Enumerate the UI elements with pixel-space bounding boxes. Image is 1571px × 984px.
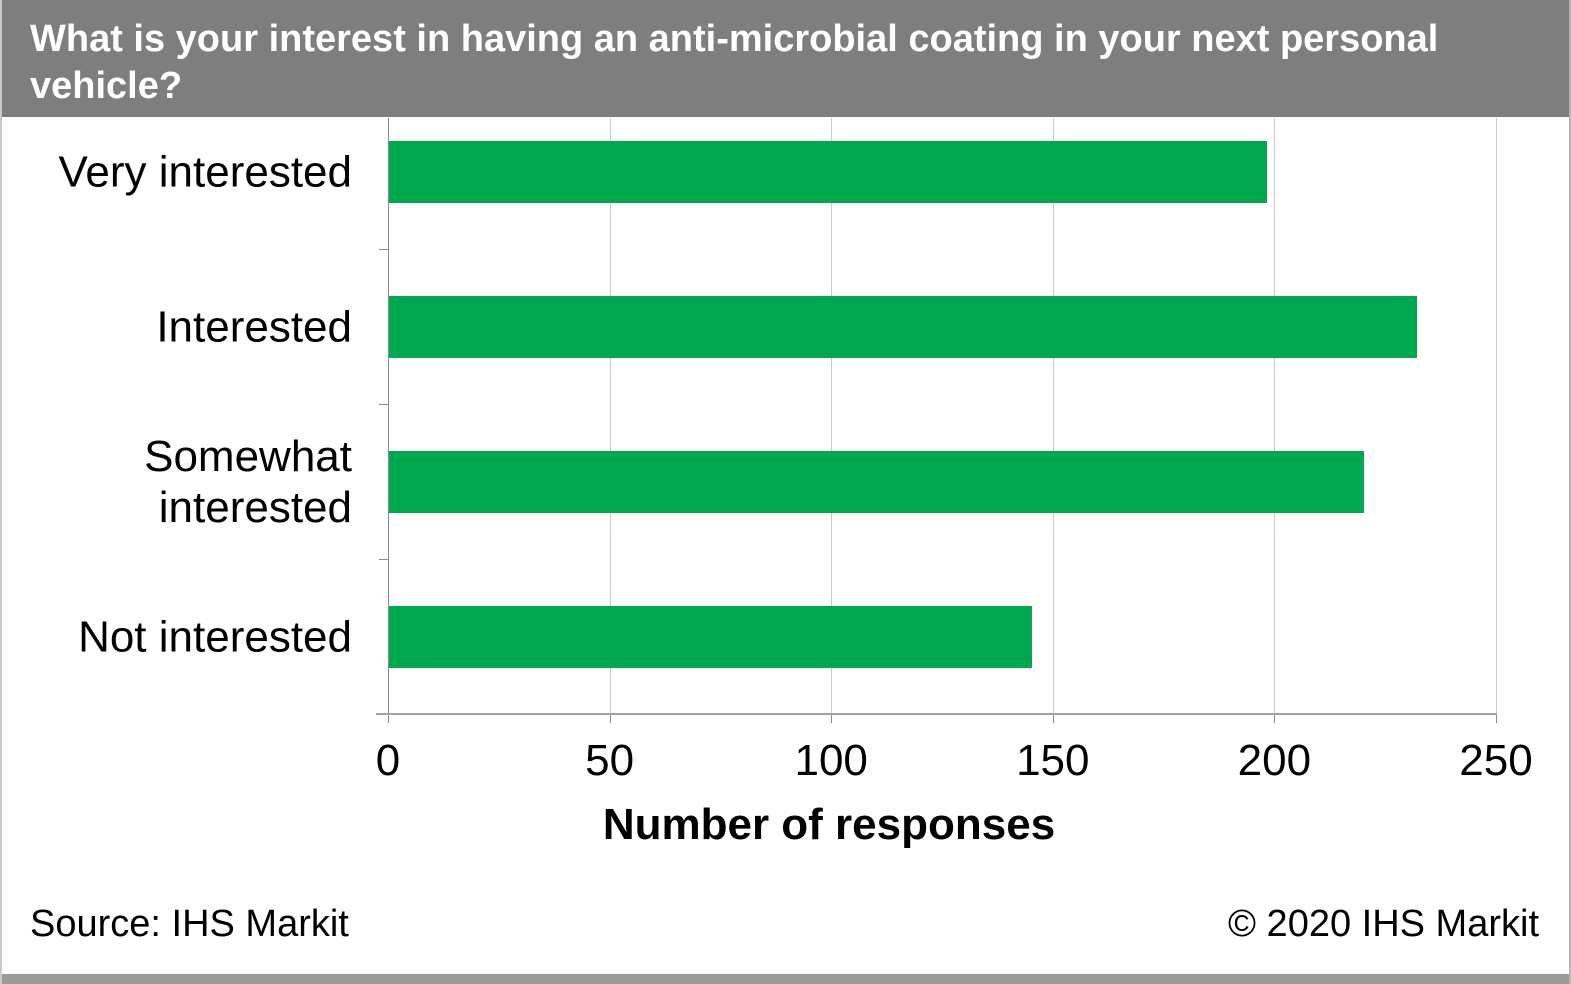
category-label-not-interested: Not interested	[78, 612, 352, 661]
x-axis-title: Number of responses	[602, 800, 1056, 849]
x-tick-label-250: 250	[1459, 736, 1533, 785]
y-axis-tick-1	[379, 249, 388, 250]
x-tick-label-150: 150	[1016, 736, 1090, 785]
x-axis-tick-250	[1496, 714, 1497, 723]
source-note: Source: IHS Markit	[30, 903, 349, 945]
gridline-50	[609, 118, 611, 714]
gridline-200	[1274, 118, 1276, 714]
x-axis-tick-100	[831, 714, 833, 723]
gridline-150	[1052, 118, 1054, 714]
x-axis-line	[376, 713, 1497, 715]
y-axis-tick-3	[379, 559, 388, 560]
x-axis-tick-50	[609, 714, 611, 723]
bar-interested	[389, 295, 1418, 358]
y-axis-line	[388, 118, 389, 723]
bar-not-interested	[389, 605, 1032, 668]
x-axis-tick-200	[1274, 714, 1276, 723]
copyright-note: © 2020 IHS Markit	[1228, 903, 1539, 945]
bottom-border-strip	[2, 974, 1569, 984]
bar-somewhat-interested	[389, 450, 1365, 513]
x-tick-label-0: 0	[375, 736, 401, 785]
category-label-interested: Interested	[156, 302, 352, 351]
y-axis-tick-2	[379, 404, 388, 405]
x-axis-tick-150	[1052, 714, 1054, 723]
category-label-somewhat-interested: Somewhat interested	[144, 431, 352, 532]
bar-very-interested	[389, 140, 1267, 203]
gridline-100	[831, 118, 833, 714]
chart-title: What is your interest in having an anti-…	[30, 18, 1439, 107]
x-tick-label-100: 100	[794, 736, 868, 785]
gridline-250	[1496, 118, 1497, 714]
category-label-very-interested: Very interested	[58, 147, 353, 196]
x-tick-label-50: 50	[585, 736, 635, 785]
chart-title-bar: What is your interest in having an anti-…	[2, 0, 1569, 117]
x-tick-label-200: 200	[1237, 736, 1312, 785]
